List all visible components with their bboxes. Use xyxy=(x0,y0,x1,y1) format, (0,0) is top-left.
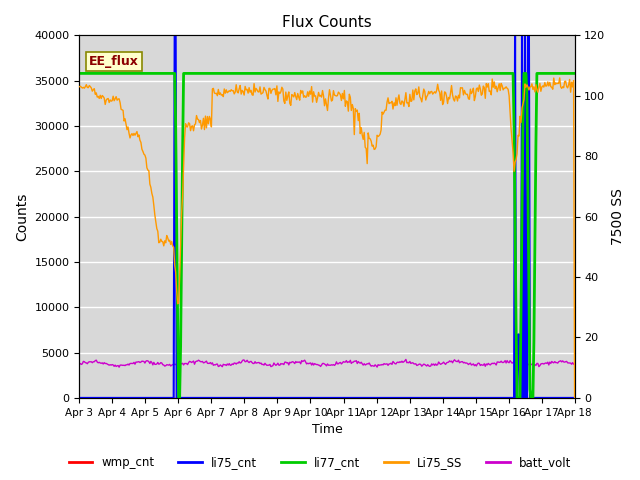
Legend: wmp_cnt, li75_cnt, li77_cnt, Li75_SS, batt_volt: wmp_cnt, li75_cnt, li77_cnt, Li75_SS, ba… xyxy=(64,452,576,474)
Title: Flux Counts: Flux Counts xyxy=(282,15,372,30)
Y-axis label: 7500 SS: 7500 SS xyxy=(611,188,625,245)
Text: EE_flux: EE_flux xyxy=(90,55,139,68)
Y-axis label: Counts: Counts xyxy=(15,192,29,241)
X-axis label: Time: Time xyxy=(312,423,342,436)
